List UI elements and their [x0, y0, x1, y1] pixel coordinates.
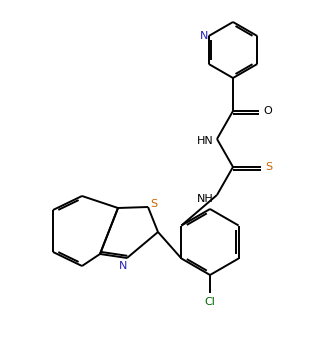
Text: HN: HN [197, 136, 213, 146]
Text: Cl: Cl [204, 297, 215, 307]
Text: N: N [119, 261, 127, 271]
Text: O: O [264, 106, 273, 116]
Text: N: N [200, 31, 208, 41]
Text: S: S [151, 199, 158, 209]
Text: S: S [265, 162, 273, 172]
Text: NH: NH [197, 194, 213, 204]
